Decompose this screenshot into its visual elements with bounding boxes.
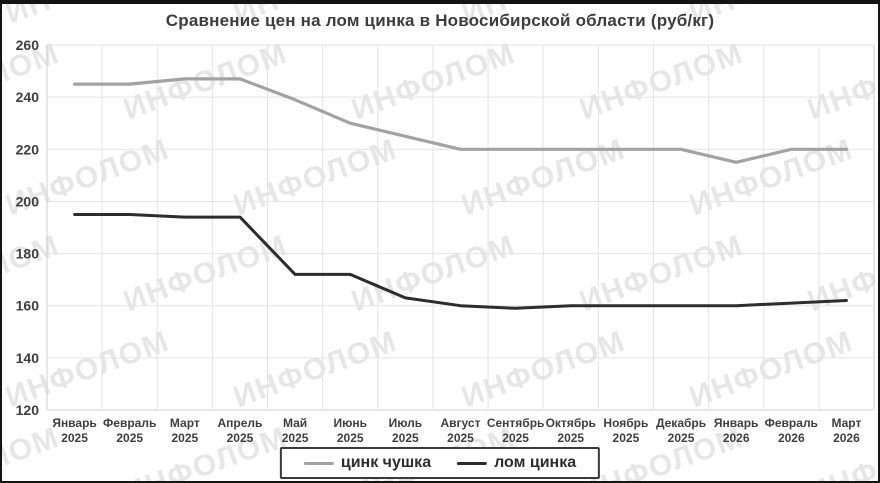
x-tick-month-label: Февраль: [765, 416, 818, 430]
x-tick-month-label: Декабрь: [656, 416, 706, 430]
x-tick-year-label: 2025: [171, 431, 198, 445]
x-tick-year-label: 2025: [282, 431, 309, 445]
zinc-scrap-line-swatch: [457, 461, 488, 465]
x-tick-month-label: Июль: [389, 416, 423, 430]
x-tick-month-label: Февраль: [103, 416, 156, 430]
legend-item-zinc-ingot: цинк чушка: [303, 454, 432, 472]
x-tick-year-label: 2025: [502, 431, 529, 445]
y-tick-label: 180: [16, 246, 40, 262]
x-tick-year-label: 2025: [447, 431, 474, 445]
x-tick-year-label: 2026: [723, 431, 750, 445]
zinc-scrap-legend-label: лом цинка: [494, 454, 577, 471]
legend-item-zinc-scrap: лом цинка: [457, 454, 576, 472]
x-tick-year-label: 2026: [778, 431, 805, 445]
x-tick-month-label: Сентябрь: [487, 416, 545, 430]
y-tick-label: 140: [16, 350, 40, 366]
chart-title: Сравнение цен на лом цинка в Новосибирск…: [165, 11, 715, 30]
x-tick-year-label: 2025: [557, 431, 584, 445]
x-tick-year-label: 2025: [61, 431, 88, 445]
x-tick-month-label: Март: [170, 416, 200, 430]
x-tick-month-label: Январь: [714, 416, 758, 430]
x-tick-month-label: Август: [441, 416, 481, 430]
x-tick-month-label: Апрель: [218, 416, 263, 430]
x-tick-year-label: 2026: [833, 431, 860, 445]
x-tick-year-label: 2025: [116, 431, 143, 445]
legend: цинк чушка лом цинка: [279, 447, 601, 479]
y-tick-label: 240: [16, 89, 40, 105]
x-tick-year-label: 2025: [613, 431, 640, 445]
x-tick-year-label: 2025: [668, 431, 695, 445]
x-tick-month-label: Январь: [52, 416, 96, 430]
y-tick-label: 160: [16, 298, 40, 314]
x-tick-month-label: Июнь: [333, 416, 367, 430]
zinc-ingot-legend-label: цинк чушка: [340, 454, 432, 471]
x-tick-year-label: 2025: [227, 431, 254, 445]
x-tick-month-label: Март: [831, 416, 861, 430]
y-tick-label: 260: [16, 37, 40, 53]
price-comparison-line-chart: 120140160180200220240260Январь2025Феврал…: [16, 37, 875, 445]
x-tick-year-label: 2025: [337, 431, 364, 445]
zinc-ingot-line-swatch: [303, 461, 334, 465]
x-tick-month-label: Май: [283, 416, 307, 430]
x-tick-month-label: Ноябрь: [603, 416, 648, 430]
x-tick-year-label: 2025: [392, 431, 419, 445]
series-line-zinc-ingot: [72, 77, 849, 164]
y-tick-label: 200: [16, 193, 40, 209]
series-line-zinc-scrap: [73, 213, 848, 310]
y-tick-label: 120: [16, 402, 40, 418]
y-tick-label: 220: [16, 141, 40, 157]
x-tick-month-label: Октябрь: [546, 416, 596, 430]
